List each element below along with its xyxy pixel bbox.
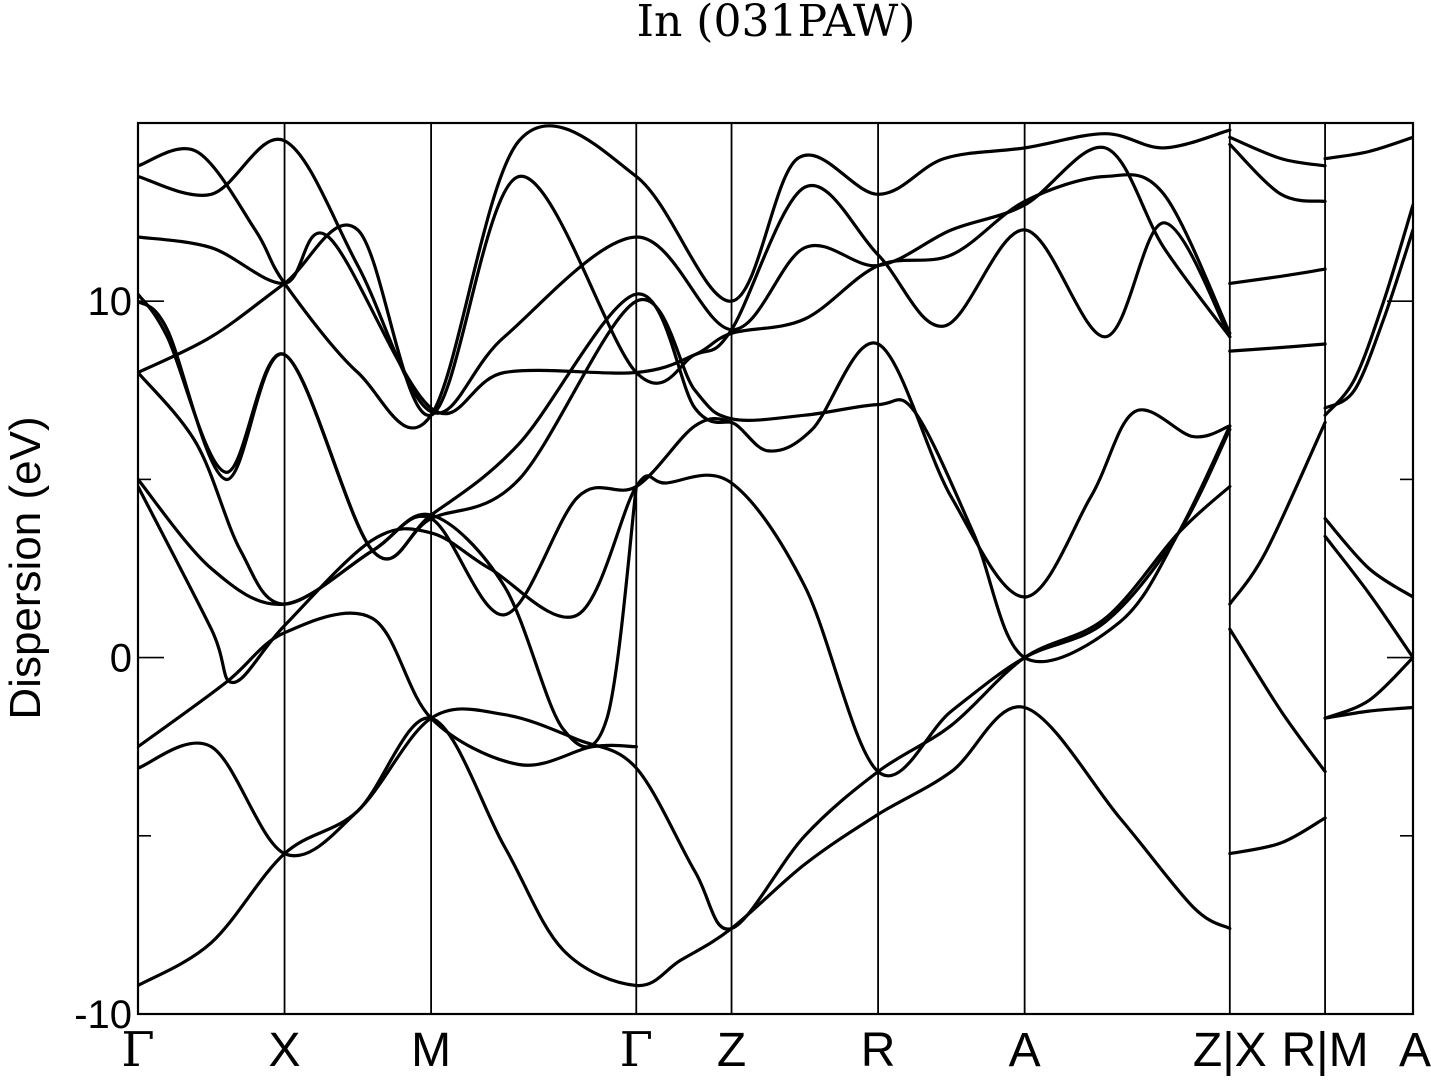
band-9: [138, 174, 1232, 417]
band-17: [1323, 228, 1413, 410]
band-7: [138, 292, 734, 561]
band-3: [138, 427, 1232, 778]
x-tick-label-5: R: [861, 1024, 896, 1077]
band-14: [1228, 420, 1327, 606]
band-25: [1323, 135, 1413, 161]
x-tick-label-8: R|M: [1282, 1024, 1369, 1077]
x-tick-label-7: Z|X: [1193, 1024, 1267, 1077]
band-16: [1228, 816, 1327, 856]
band-22: [1323, 656, 1413, 720]
x-tick-label-9: A: [1399, 1024, 1431, 1077]
band-1: [138, 484, 1232, 931]
chart-title: In (031PAW): [637, 0, 916, 47]
y-tick-label-2: 10: [88, 280, 133, 324]
band-23: [1228, 135, 1327, 168]
plot-area: -10 0 10 Γ X M Γ Z R A Z|X R|M A: [74, 121, 1431, 1078]
band-24: [1228, 142, 1327, 203]
band-0: [138, 705, 1232, 988]
band-18: [1323, 203, 1413, 417]
x-tick-label-2: M: [411, 1024, 451, 1077]
y-axis-label: Dispersion (eV): [1, 416, 50, 719]
y-tick-label-1: 0: [110, 637, 132, 681]
band-13: [1228, 342, 1327, 353]
plot-frame: [136, 121, 1415, 1016]
bands-group: [138, 124, 1413, 988]
band-11: [138, 124, 1232, 430]
x-tick-label-6: A: [1009, 1024, 1041, 1077]
x-tick-label-1: X: [269, 1024, 301, 1077]
band-12: [1228, 267, 1327, 285]
x-tick-label-4: Z: [717, 1024, 746, 1077]
band-2: [138, 611, 638, 767]
band-19: [1323, 517, 1413, 599]
x-tick-label-0: Γ: [121, 1022, 154, 1078]
band-10: [138, 137, 1232, 415]
x-tick-label-3: Γ: [620, 1022, 653, 1078]
band-15: [1228, 627, 1327, 774]
band-20: [1323, 534, 1413, 660]
y-tick-label-0: -10: [74, 993, 132, 1037]
